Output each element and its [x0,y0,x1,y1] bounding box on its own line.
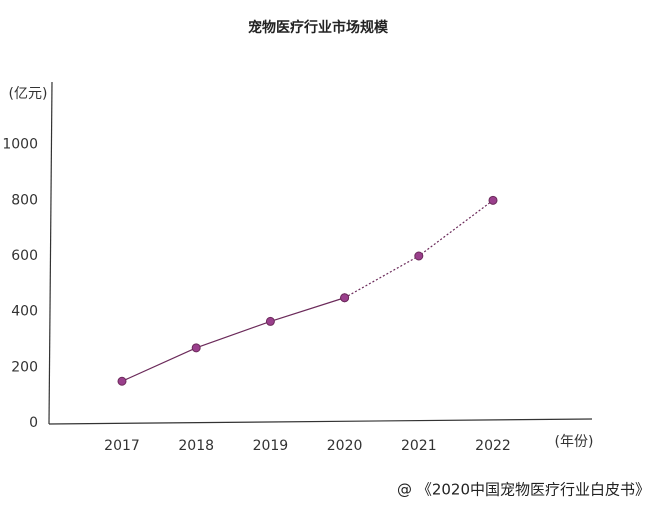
y-tick-label: 400 [11,304,38,320]
x-tick-label: 2019 [253,438,289,454]
data-point [265,316,275,326]
data-point [414,251,424,261]
chart-title: 宠物医疗行业市场规模 [248,19,389,36]
y-axis [48,81,53,425]
y-axis-label: (亿元) [9,86,48,102]
y-tick-label: 200 [11,359,38,375]
x-axis-label: (年份) [555,434,594,450]
x-tick-label: 2022 [475,438,511,454]
x-tick-label: 2018 [178,438,214,454]
y-tick-label: 0 [29,415,38,431]
data-point [117,376,127,386]
series-line [121,297,345,382]
x-tick-label: 2021 [401,438,437,454]
series-line [344,199,494,299]
data-point [191,343,201,353]
x-axis [48,418,593,425]
x-tick-label: 2017 [104,438,140,454]
y-tick-label: 600 [11,248,38,264]
source: @ 《2020中国宠物医疗行业白皮书》 [397,481,650,499]
data-point [340,293,350,303]
y-tick-label: 800 [11,192,38,208]
x-tick-label: 2020 [327,438,363,454]
data-point [488,195,498,205]
y-tick-label: 1000 [2,137,38,153]
